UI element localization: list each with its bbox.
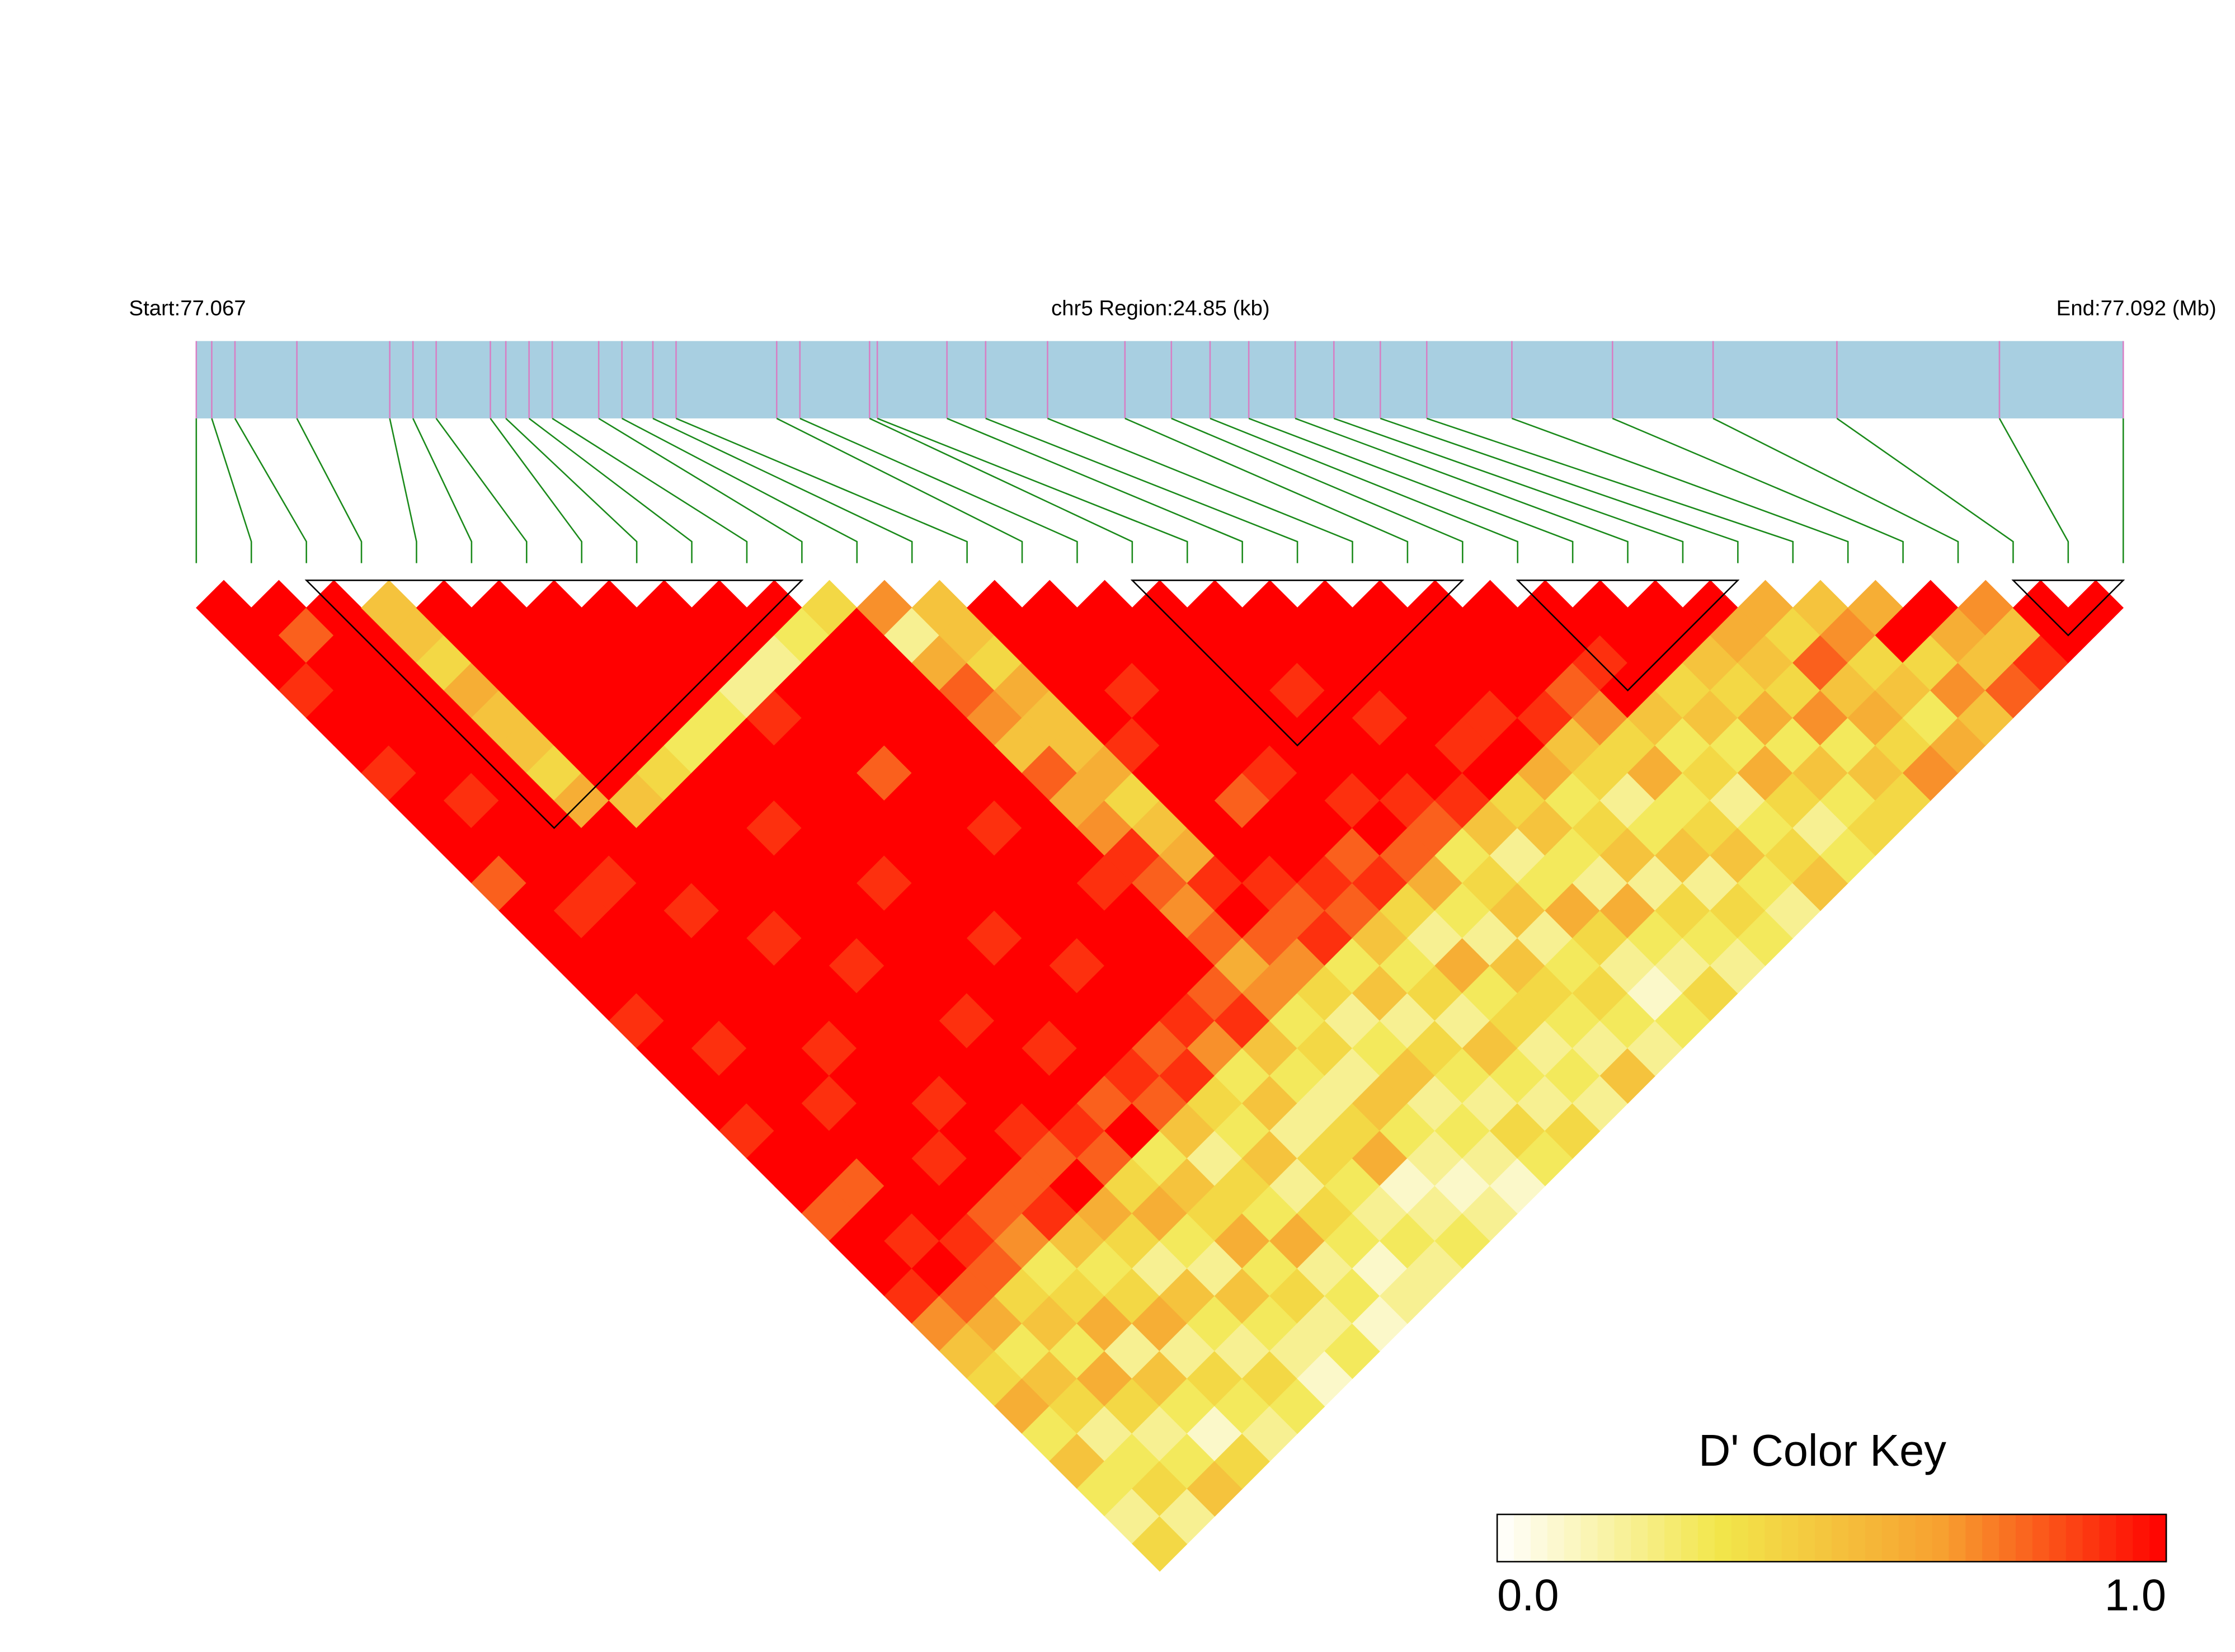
color-key-swatch [1681, 1514, 1699, 1562]
haplotype-block [304, 580, 804, 829]
color-key-swatch [1881, 1514, 1899, 1562]
color-key-swatch [2149, 1514, 2167, 1562]
color-key-swatch [1580, 1514, 1598, 1562]
color-key-tick-label: 0.0 [1497, 1570, 1559, 1620]
haplotype-block [2011, 580, 2125, 637]
snp-connector [490, 418, 583, 563]
snp-connector [652, 417, 913, 563]
snp-connector [1124, 417, 1409, 563]
color-key-swatch [1865, 1514, 1883, 1562]
snp-connector [776, 417, 1023, 563]
snp-connector [1210, 417, 1519, 563]
color-key-swatch [1497, 1514, 1515, 1562]
snp-connector [947, 417, 1243, 563]
color-key-swatch [1597, 1514, 1615, 1562]
snp-connector [412, 418, 473, 563]
color-key-swatch [1999, 1514, 2017, 1562]
snp-connector [528, 417, 693, 563]
color-key-swatch [1932, 1514, 1950, 1562]
color-key-swatch [1832, 1514, 1850, 1562]
snp-connector [435, 418, 528, 563]
color-key-swatch [1781, 1514, 1799, 1562]
color-key-swatch [1664, 1514, 1682, 1562]
snp-connector [1712, 417, 1959, 563]
start-label: Start:77.067 [129, 296, 246, 321]
color-key-swatch [1765, 1514, 1782, 1562]
snp-connector [389, 418, 417, 563]
color-key-swatch [1798, 1514, 1816, 1562]
snp-connector [1171, 417, 1464, 563]
haplotype-block [1130, 580, 1465, 747]
snp-connector [234, 418, 307, 563]
color-key-swatch [2133, 1514, 2151, 1562]
color-key-swatch [2015, 1514, 2034, 1562]
color-key-title: D' Color Key [1698, 1425, 1946, 1475]
color-key-swatch [2049, 1514, 2067, 1562]
snp-connector [799, 417, 1078, 563]
snp-connector [505, 417, 638, 563]
snp-connector [985, 417, 1298, 563]
color-key-frame [1496, 1513, 2167, 1562]
snp-connector [1295, 417, 1629, 563]
color-key-swatch [1614, 1514, 1632, 1562]
snp-connector [1426, 417, 1794, 563]
snp-connector [1512, 417, 1849, 563]
color-key-swatch [1949, 1514, 1966, 1562]
haplotype-block [1516, 580, 1740, 691]
position-bar [196, 341, 2124, 418]
snp-connector [552, 417, 748, 563]
end-label: End:77.092 (Mb) [2057, 296, 2217, 321]
color-key-swatch [1648, 1514, 1665, 1562]
snp-connector [1998, 418, 2069, 563]
color-key-swatch [1965, 1514, 1983, 1562]
color-key-swatch [1714, 1514, 1732, 1562]
color-key-swatch [1514, 1514, 1532, 1562]
snp-connector [622, 417, 858, 563]
color-key-tick-label: 1.0 [2105, 1570, 2166, 1620]
snp-connector [598, 417, 803, 563]
snp-connector [1612, 417, 1904, 563]
snp-connector [675, 417, 968, 563]
snp-connector [211, 418, 252, 563]
color-key-swatch [2032, 1514, 2050, 1562]
snp-connector [869, 417, 1133, 563]
color-key-swatch [1898, 1514, 1916, 1562]
color-key-swatch [1697, 1514, 1716, 1562]
color-key-swatch [1848, 1514, 1866, 1562]
color-key-swatch [2065, 1514, 2083, 1562]
snp-connector [296, 418, 363, 563]
color-key-swatch [2099, 1514, 2117, 1562]
color-key-swatch [2116, 1514, 2134, 1562]
color-key-swatch [1564, 1514, 1582, 1562]
color-key-swatch [1631, 1514, 1649, 1562]
color-key-swatch [1731, 1514, 1749, 1562]
region-label: chr5 Region:24.85 (kb) [1051, 296, 1270, 321]
color-key-swatch [1530, 1514, 1549, 1562]
color-key-swatch [2082, 1514, 2100, 1562]
snp-connector [877, 417, 1188, 563]
snp-connector [1333, 417, 1684, 563]
snp-connector [1836, 417, 2014, 563]
snp-connector [1380, 417, 1739, 563]
snp-connector [1047, 417, 1353, 563]
color-key-swatch [1815, 1514, 1833, 1562]
color-key-swatch [1748, 1514, 1766, 1562]
color-key-swatch [1982, 1514, 2000, 1562]
color-key-swatch [1547, 1514, 1565, 1562]
color-key-swatch [1915, 1514, 1933, 1562]
snp-connector [1248, 417, 1574, 563]
